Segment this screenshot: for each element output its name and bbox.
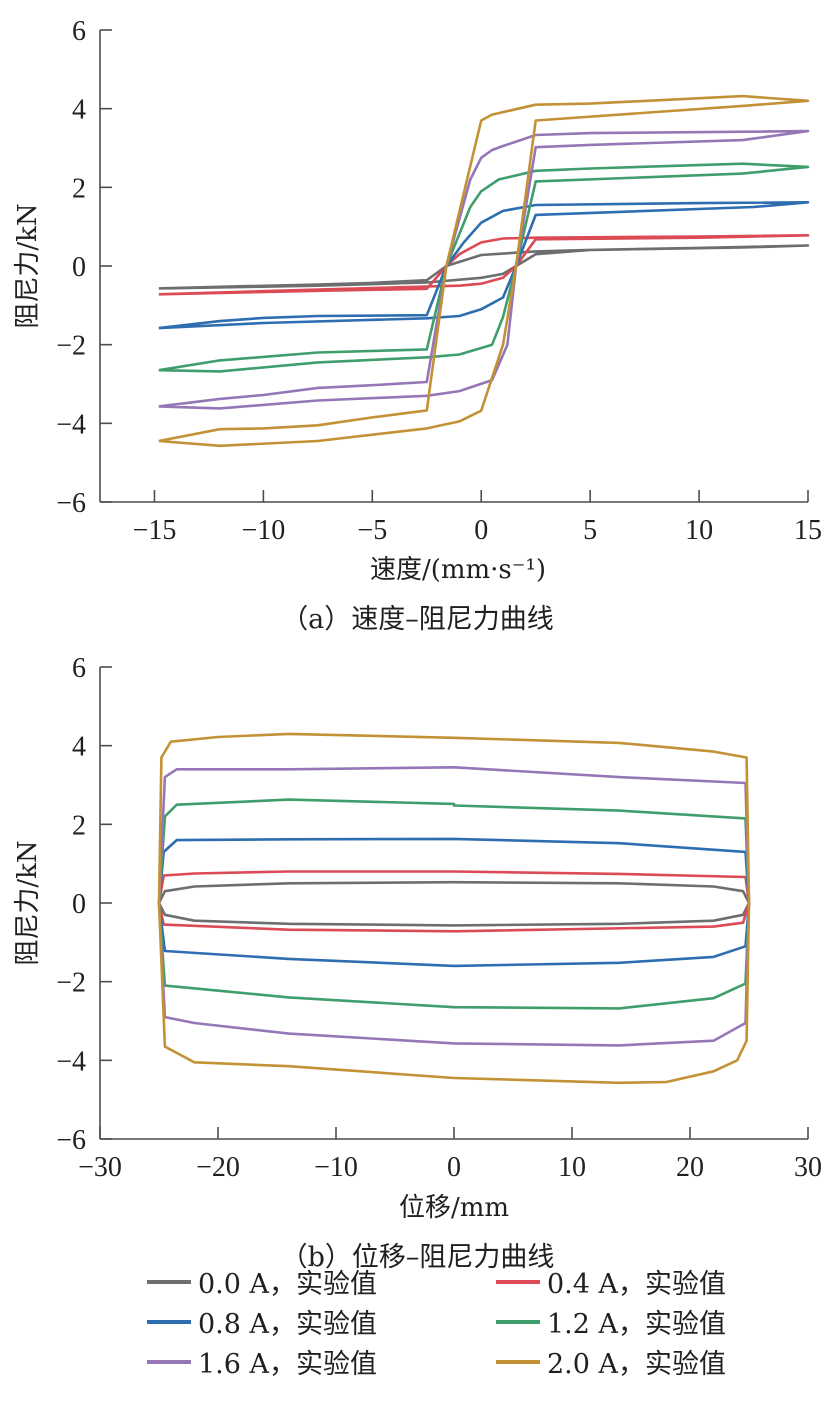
series-line-1-2A xyxy=(158,162,810,373)
legend-label: 0.0 A，实验值 xyxy=(198,1269,378,1300)
y-tick-label: −2 xyxy=(56,968,86,999)
x-tick-label: 30 xyxy=(794,1152,822,1183)
y-tick-label: −4 xyxy=(56,1046,86,1077)
y-tick-label: 2 xyxy=(72,173,86,204)
legend-item: 0.0 A，实验值 xyxy=(147,1262,377,1301)
y-tick-label: −2 xyxy=(56,331,86,362)
series-line-0-0A xyxy=(158,244,810,290)
y-tick-label: 6 xyxy=(72,653,86,684)
x-tick-label: −10 xyxy=(314,1152,358,1183)
y-tick-label: 0 xyxy=(72,889,86,920)
chart-a-caption: （a）速度–阻尼力曲线 xyxy=(281,604,554,635)
legend-label: 1.2 A，实验值 xyxy=(547,1309,727,1340)
x-tick-label: 15 xyxy=(794,515,822,546)
x-tick-label: −5 xyxy=(357,515,387,546)
legend-swatch xyxy=(147,1279,191,1284)
x-tick-label: 10 xyxy=(558,1152,586,1183)
legend-item: 1.6 A，实验值 xyxy=(147,1342,377,1381)
chart-a-y-axis-title: 阻尼力/kN xyxy=(13,203,43,328)
x-tick-label: −10 xyxy=(241,515,285,546)
chart-velocity-damping-force: −6 −4 −2 0 2 4 6 −15 −10 −5 0 5 10 15 速度/(mm·s⁻¹) 阻尼力… xyxy=(13,16,822,585)
legend-label: 1.6 A，实验值 xyxy=(198,1349,378,1380)
series-line-1-6A xyxy=(158,129,810,410)
chart-b-x-axis-title: 位移/mm xyxy=(399,1193,509,1223)
legend-item: 0.8 A，实验值 xyxy=(147,1302,377,1341)
x-tick-label: −15 xyxy=(133,515,177,546)
x-tick-label: −20 xyxy=(196,1152,240,1183)
chart-b-y-axis-title: 阻尼力/kN xyxy=(13,840,43,965)
legend-swatch xyxy=(147,1319,191,1324)
y-tick-label: −4 xyxy=(56,409,86,440)
x-tick-label: −30 xyxy=(78,1152,122,1183)
series-line-0-8A xyxy=(157,837,751,968)
legend-swatch xyxy=(496,1359,540,1364)
legend-swatch xyxy=(496,1319,540,1324)
legend-item: 2.0 A，实验值 xyxy=(496,1342,726,1381)
y-tick-label: −6 xyxy=(56,1125,86,1156)
legend-label: 0.8 A，实验值 xyxy=(198,1309,378,1340)
series-line-0-8A xyxy=(158,201,810,330)
y-tick-label: −6 xyxy=(56,488,86,519)
legend: 0.0 A，实验值 0.4 A，实验值 0.8 A，实验值 1.2 A，实验值 … xyxy=(0,1262,835,1402)
y-tick-label: 0 xyxy=(72,252,86,283)
series-line-1-2A xyxy=(157,798,751,1010)
series-line-0-0A xyxy=(157,880,751,927)
y-tick-label: 2 xyxy=(72,810,86,841)
legend-label: 0.4 A，实验值 xyxy=(547,1269,727,1300)
legend-swatch xyxy=(496,1279,540,1284)
y-tick-label: 4 xyxy=(72,95,86,126)
series-line-2-0A xyxy=(157,732,751,1085)
x-tick-label: 0 xyxy=(447,1152,461,1183)
y-tick-label: 6 xyxy=(72,16,86,47)
legend-item: 1.2 A，实验值 xyxy=(496,1302,726,1341)
chart-b-caption: （b）位移–阻尼力曲线 xyxy=(280,1242,555,1273)
x-tick-label: 5 xyxy=(583,515,597,546)
x-tick-label: 20 xyxy=(676,1152,704,1183)
legend-item: 0.4 A，实验值 xyxy=(496,1262,726,1301)
legend-label: 2.0 A，实验值 xyxy=(547,1349,727,1380)
x-tick-label: 10 xyxy=(685,515,713,546)
x-tick-label: 0 xyxy=(474,515,488,546)
legend-swatch xyxy=(147,1359,191,1364)
chart-a-x-axis-title: 速度/(mm·s⁻¹) xyxy=(370,555,546,585)
series-line-2-0A xyxy=(158,94,810,448)
y-tick-label: 4 xyxy=(72,732,86,763)
